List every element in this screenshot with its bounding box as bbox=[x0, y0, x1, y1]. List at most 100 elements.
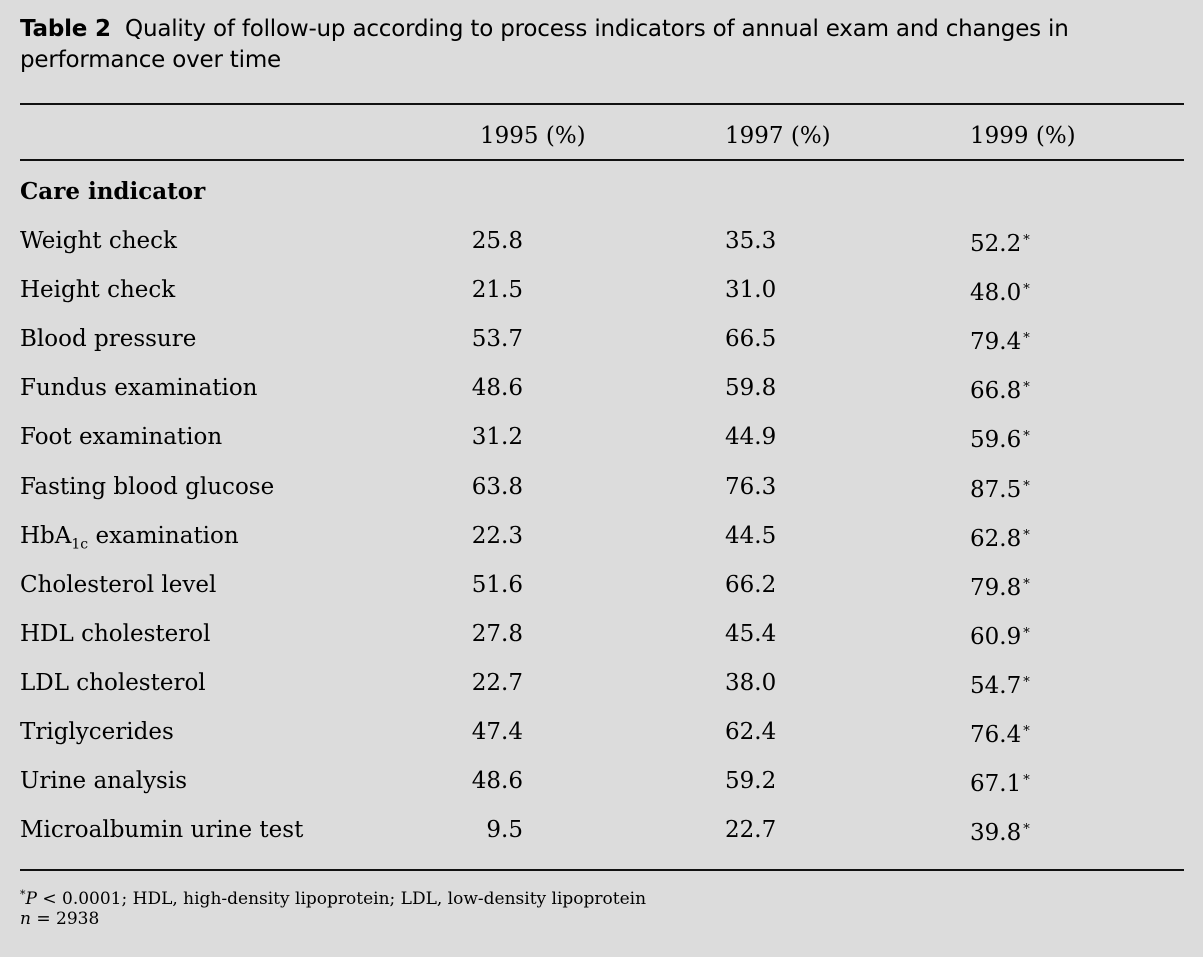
row-label: Urine analysis bbox=[20, 768, 188, 794]
significance-marker: * bbox=[1023, 822, 1030, 837]
section-heading: Care indicator bbox=[20, 178, 206, 205]
row-label-subscript: 1c bbox=[71, 536, 89, 553]
footnote-n-symbol: n bbox=[20, 909, 31, 929]
significance-marker: * bbox=[1023, 626, 1030, 641]
row-label: Microalbumin urine test bbox=[20, 817, 304, 843]
value-1995: 21.5 bbox=[471, 277, 523, 303]
value-1999-number: 67.1 bbox=[970, 771, 1022, 797]
significance-marker: * bbox=[1023, 429, 1030, 444]
footnote-sample-size: n = 2938 bbox=[20, 908, 99, 930]
footnote-p-symbol: P bbox=[25, 889, 37, 909]
row-label: Cholesterol level bbox=[20, 572, 217, 598]
bottom-rule bbox=[20, 869, 1184, 871]
value-1997: 22.7 bbox=[725, 817, 777, 843]
value-1999: 79.4 * bbox=[970, 325, 1030, 356]
value-1997: 59.2 bbox=[725, 768, 777, 794]
value-1999-number: 59.6 bbox=[970, 427, 1022, 453]
value-1997: 44.5 bbox=[725, 523, 777, 549]
value-1997: 44.9 bbox=[725, 424, 777, 450]
table-row: Triglycerides 47.4 62.4 76.4 * bbox=[0, 718, 1203, 767]
row-label-prefix: HbA bbox=[20, 523, 72, 549]
value-1997: 35.3 bbox=[725, 228, 777, 254]
value-1999: 62.8 * bbox=[970, 522, 1030, 553]
significance-marker: * bbox=[1023, 233, 1030, 248]
table-title: Quality of follow-up according to proces… bbox=[20, 16, 1069, 73]
value-1999: 52.2 * bbox=[970, 227, 1030, 258]
value-1995: 48.6 bbox=[471, 375, 523, 401]
column-header-1997: 1997 (%) bbox=[725, 123, 831, 149]
row-label: HbA1c examination bbox=[20, 522, 239, 553]
table-row: HDL cholesterol 27.8 45.4 60.9 * bbox=[0, 620, 1203, 669]
value-1999-number: 76.4 bbox=[970, 722, 1022, 748]
value-1995: 22.3 bbox=[471, 523, 523, 549]
row-label: Blood pressure bbox=[20, 326, 197, 352]
significance-marker: * bbox=[1023, 675, 1030, 690]
value-1999: 59.6 * bbox=[970, 423, 1030, 454]
significance-marker: * bbox=[1023, 331, 1030, 346]
value-1997: 66.5 bbox=[725, 326, 777, 352]
significance-marker: * bbox=[1023, 479, 1030, 494]
significance-marker: * bbox=[1023, 528, 1030, 543]
value-1999-number: 87.5 bbox=[970, 477, 1022, 503]
value-1999-number: 54.7 bbox=[970, 673, 1022, 699]
table-row: HbA1c examination 22.3 44.5 62.8 * bbox=[0, 522, 1203, 571]
footnote-text: < 0.0001; HDL, high-density lipoprotein;… bbox=[36, 889, 647, 909]
value-1999-number: 60.9 bbox=[970, 624, 1022, 650]
value-1995: 63.8 bbox=[471, 474, 523, 500]
table-row: Cholesterol level 51.6 66.2 79.8 * bbox=[0, 571, 1203, 620]
value-1997: 66.2 bbox=[725, 572, 777, 598]
value-1999-number: 66.8 bbox=[970, 378, 1022, 404]
footnote-n-value: = 2938 bbox=[30, 909, 100, 929]
value-1999: 39.8 * bbox=[970, 816, 1030, 847]
row-label: Foot examination bbox=[20, 424, 223, 450]
value-1999-number: 48.0 bbox=[970, 280, 1022, 306]
value-1997: 76.3 bbox=[725, 474, 777, 500]
value-1999: 54.7 * bbox=[970, 669, 1030, 700]
significance-marker: * bbox=[1023, 282, 1030, 297]
value-1997: 45.4 bbox=[725, 621, 777, 647]
value-1995: 47.4 bbox=[471, 719, 523, 745]
table-row: Microalbumin urine test 9.5 22.7 39.8 * bbox=[0, 816, 1203, 865]
value-1999: 60.9 * bbox=[970, 620, 1030, 651]
column-header-1995: 1995 (%) bbox=[480, 123, 586, 149]
value-1997: 62.4 bbox=[725, 719, 777, 745]
value-1995: 25.8 bbox=[471, 228, 523, 254]
value-1997: 31.0 bbox=[725, 277, 777, 303]
value-1997: 59.8 bbox=[725, 375, 777, 401]
value-1995: 9.5 bbox=[486, 817, 523, 843]
value-1999-number: 79.4 bbox=[970, 329, 1022, 355]
value-1999: 76.4 * bbox=[970, 718, 1030, 749]
value-1999: 87.5 * bbox=[970, 473, 1030, 504]
column-header-1999: 1999 (%) bbox=[970, 123, 1076, 149]
table-row: Foot examination 31.2 44.9 59.6 * bbox=[0, 423, 1203, 472]
table-label: Table 2 bbox=[20, 16, 111, 42]
value-1999-number: 62.8 bbox=[970, 526, 1022, 552]
row-label: Weight check bbox=[20, 228, 177, 254]
table-row: Blood pressure 53.7 66.5 79.4 * bbox=[0, 325, 1203, 374]
table-row: Height check 21.5 31.0 48.0 * bbox=[0, 276, 1203, 325]
value-1995: 51.6 bbox=[471, 572, 523, 598]
value-1995: 31.2 bbox=[471, 424, 523, 450]
row-label: HDL cholesterol bbox=[20, 621, 211, 647]
table-row: Weight check 25.8 35.3 52.2 * bbox=[0, 227, 1203, 276]
significance-marker: * bbox=[1023, 380, 1030, 395]
significance-marker: * bbox=[1023, 724, 1030, 739]
value-1995: 48.6 bbox=[471, 768, 523, 794]
value-1999-number: 52.2 bbox=[970, 231, 1022, 257]
table-row: Urine analysis 48.6 59.2 67.1 * bbox=[0, 767, 1203, 816]
footnote-marker: * bbox=[20, 888, 26, 901]
table-row: Fasting blood glucose 63.8 76.3 87.5 * bbox=[0, 473, 1203, 522]
row-label-suffix: examination bbox=[88, 523, 239, 549]
row-label: Triglycerides bbox=[20, 719, 174, 745]
header-rule bbox=[20, 159, 1184, 161]
row-label: Height check bbox=[20, 277, 176, 303]
value-1999-number: 39.8 bbox=[970, 820, 1022, 846]
top-rule bbox=[20, 103, 1184, 105]
table-row: Fundus examination 48.6 59.8 66.8 * bbox=[0, 374, 1203, 423]
row-label: Fundus examination bbox=[20, 375, 258, 401]
table-caption: Table 2 Quality of follow-up according t… bbox=[20, 14, 1190, 76]
value-1999: 79.8 * bbox=[970, 571, 1030, 602]
significance-marker: * bbox=[1023, 577, 1030, 592]
table-row: LDL cholesterol 22.7 38.0 54.7 * bbox=[0, 669, 1203, 718]
value-1999: 66.8 * bbox=[970, 374, 1030, 405]
